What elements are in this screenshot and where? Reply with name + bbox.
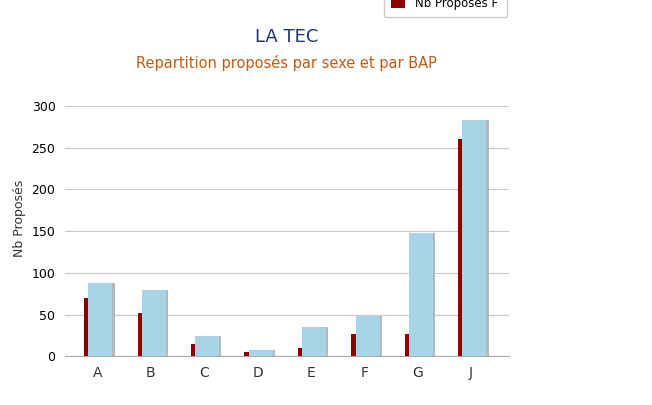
Bar	[284, 356, 338, 363]
Legend: Nb Proposés H, Nb Proposés F: Nb Proposés H, Nb Proposés F	[384, 0, 507, 17]
Bar	[142, 290, 166, 356]
Bar	[462, 120, 486, 356]
Bar	[304, 327, 328, 356]
Bar	[177, 356, 231, 363]
Bar	[251, 350, 275, 356]
Bar	[198, 335, 222, 356]
Bar	[351, 334, 376, 356]
Bar	[460, 139, 484, 356]
Bar	[338, 356, 391, 363]
Bar	[193, 344, 217, 356]
Bar	[409, 233, 433, 356]
Bar	[70, 356, 124, 363]
Bar	[244, 352, 269, 356]
Y-axis label: Nb Proposés: Nb Proposés	[13, 180, 26, 257]
Bar	[248, 350, 273, 356]
Bar	[355, 316, 379, 356]
Bar	[140, 313, 164, 356]
Bar	[411, 233, 435, 356]
Bar	[124, 356, 177, 363]
Bar	[191, 344, 215, 356]
Bar	[391, 356, 445, 363]
Bar	[358, 316, 381, 356]
Bar	[298, 348, 322, 356]
Bar	[300, 348, 324, 356]
Bar	[498, 356, 552, 363]
Bar	[195, 335, 219, 356]
Bar	[144, 290, 168, 356]
Bar	[84, 298, 108, 356]
Bar	[246, 352, 271, 356]
Title: LA TEC: LA TEC	[255, 28, 319, 46]
Bar	[464, 120, 488, 356]
Bar	[353, 334, 378, 356]
Bar	[405, 334, 429, 356]
Bar	[17, 356, 70, 363]
Bar	[407, 334, 431, 356]
Bar	[91, 283, 115, 356]
Bar	[138, 313, 162, 356]
Bar	[445, 356, 498, 363]
Bar	[458, 139, 482, 356]
Text: Repartition proposés par sexe et par BAP: Repartition proposés par sexe et par BAP	[136, 55, 437, 71]
Bar	[302, 327, 326, 356]
Bar	[86, 298, 110, 356]
Bar	[89, 283, 113, 356]
Bar	[231, 356, 284, 363]
